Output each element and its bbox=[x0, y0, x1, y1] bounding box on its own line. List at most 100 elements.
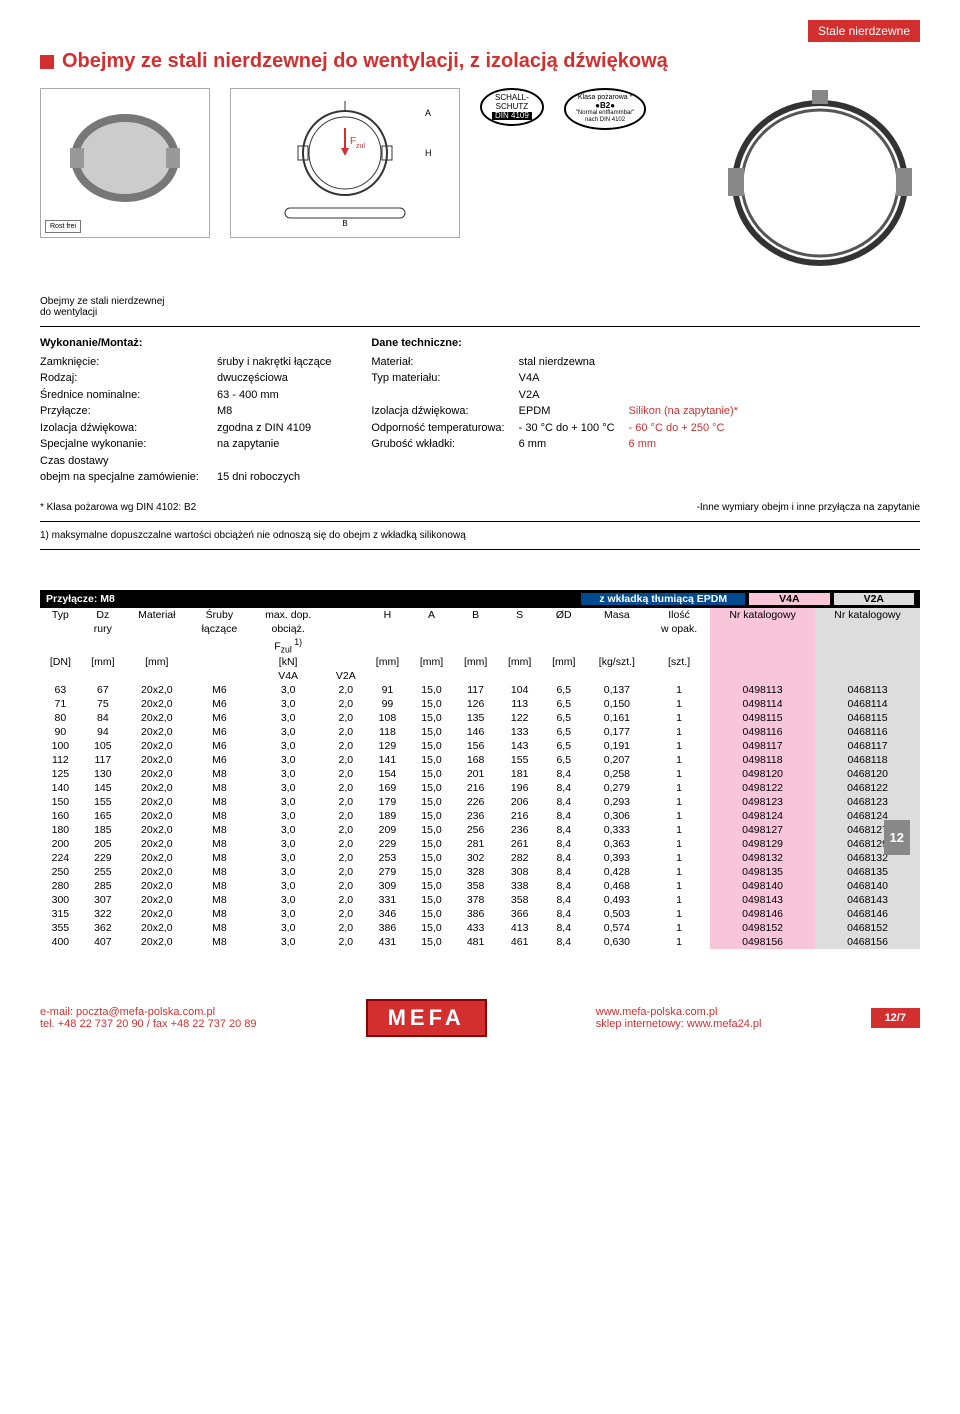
clamp-3d-icon bbox=[50, 98, 200, 228]
table-cell: 366 bbox=[498, 907, 542, 921]
table-cell: 229 bbox=[81, 851, 125, 865]
table-header: łączące bbox=[189, 622, 250, 636]
table-cell: 8,4 bbox=[542, 809, 586, 823]
table-header bbox=[409, 622, 453, 636]
table-header: [szt.] bbox=[648, 655, 710, 669]
table-cell: 135 bbox=[454, 711, 498, 725]
table-cell: 307 bbox=[81, 893, 125, 907]
table-cell: 20x2,0 bbox=[125, 739, 189, 753]
table-cell: 15,0 bbox=[409, 893, 453, 907]
table-cell: 2,0 bbox=[326, 711, 365, 725]
spec-label: Czas dostawy bbox=[40, 453, 199, 470]
page-number: 12/7 bbox=[871, 1008, 920, 1028]
table-header bbox=[365, 669, 409, 683]
table-cell: 0,428 bbox=[586, 865, 648, 879]
table-cell: 20x2,0 bbox=[125, 921, 189, 935]
table-cell: 0498116 bbox=[710, 725, 815, 739]
table-cell: 0,574 bbox=[586, 921, 648, 935]
spec-value: 15 dni roboczych bbox=[217, 469, 331, 486]
table-header bbox=[542, 622, 586, 636]
table-cell: 20x2,0 bbox=[125, 893, 189, 907]
table-cell: M6 bbox=[189, 725, 250, 739]
table-cell: 386 bbox=[365, 921, 409, 935]
table-cell: 3,0 bbox=[250, 725, 326, 739]
table-header bbox=[189, 669, 250, 683]
table-header: [mm] bbox=[454, 655, 498, 669]
table-cell: 6,5 bbox=[542, 711, 586, 725]
table-cell: 2,0 bbox=[326, 935, 365, 949]
spec-label: Specjalne wykonanie: bbox=[40, 436, 199, 453]
table-cell: 117 bbox=[454, 683, 498, 697]
table-cell: 0,279 bbox=[586, 781, 648, 795]
table-header bbox=[189, 636, 250, 656]
notes-row: * Klasa pożarowa wg DIN 4102: B2 -Inne w… bbox=[40, 496, 920, 513]
table-cell: 100 bbox=[40, 739, 81, 753]
table-cell: 143 bbox=[498, 739, 542, 753]
table-cell: 156 bbox=[454, 739, 498, 753]
image-caption: Obejmy ze stali nierdzewnej do wentylacj… bbox=[40, 296, 920, 318]
table-cell: 3,0 bbox=[250, 865, 326, 879]
table-cell: 20x2,0 bbox=[125, 711, 189, 725]
table-cell: 355 bbox=[40, 921, 81, 935]
table-cell: 0,333 bbox=[586, 823, 648, 837]
svg-text:B: B bbox=[342, 219, 347, 228]
table-cell: 0498143 bbox=[710, 893, 815, 907]
table-header bbox=[586, 669, 648, 683]
table-cell: 0468117 bbox=[815, 739, 920, 753]
table-cell: 2,0 bbox=[326, 823, 365, 837]
table-cell: 15,0 bbox=[409, 697, 453, 711]
spec-label: Materiał: bbox=[371, 354, 504, 371]
table-cell: 6,5 bbox=[542, 725, 586, 739]
table-row: 35536220x2,0M83,02,038615,04334138,40,57… bbox=[40, 921, 920, 935]
table-cell: 6,5 bbox=[542, 683, 586, 697]
table-header bbox=[125, 669, 189, 683]
table-cell: 309 bbox=[365, 879, 409, 893]
table-cell: 112 bbox=[40, 753, 81, 767]
footnote: 1) maksymalne dopuszczalne wartości obci… bbox=[40, 530, 920, 541]
table-cell: 15,0 bbox=[409, 921, 453, 935]
table-cell: 15,0 bbox=[409, 907, 453, 921]
table-cell: 0498124 bbox=[710, 809, 815, 823]
table-cell: 165 bbox=[81, 809, 125, 823]
table-cell: 1 bbox=[648, 935, 710, 949]
table-cell: 117 bbox=[81, 753, 125, 767]
table-cell: 338 bbox=[498, 879, 542, 893]
table-header: A bbox=[409, 608, 453, 622]
table-cell: 1 bbox=[648, 711, 710, 725]
table-cell: 3,0 bbox=[250, 879, 326, 893]
table-cell: 0468143 bbox=[815, 893, 920, 907]
table-cell: 3,0 bbox=[250, 823, 326, 837]
table-cell: 2,0 bbox=[326, 879, 365, 893]
table-cell: 145 bbox=[81, 781, 125, 795]
table-cell: 2,0 bbox=[326, 921, 365, 935]
table-cell: 0468140 bbox=[815, 879, 920, 893]
spec-value: - 30 °C do + 100 °C bbox=[519, 420, 615, 437]
table-cell: 15,0 bbox=[409, 837, 453, 851]
table-cell: 0,293 bbox=[586, 795, 648, 809]
table-cell: 0,468 bbox=[586, 879, 648, 893]
cert-badges: SCHALL- SCHUTZ DIN 4109 bbox=[480, 88, 544, 126]
table-cell: 0,150 bbox=[586, 697, 648, 711]
table-header bbox=[40, 636, 81, 656]
table-cell: 209 bbox=[365, 823, 409, 837]
table-cell: 67 bbox=[81, 683, 125, 697]
spec-label: Rodzaj: bbox=[40, 370, 199, 387]
table-cell: 279 bbox=[365, 865, 409, 879]
spec-value-alt: - 60 °C do + 250 °C bbox=[629, 420, 738, 437]
spec-value-alt: Silikon (na zapytanie)* bbox=[629, 403, 738, 420]
table-cell: 20x2,0 bbox=[125, 683, 189, 697]
table-header: [mm] bbox=[542, 655, 586, 669]
table-cell: 150 bbox=[40, 795, 81, 809]
table-header: [mm] bbox=[365, 655, 409, 669]
table-row: 22422920x2,0M83,02,025315,03022828,40,39… bbox=[40, 851, 920, 865]
table-cell: 2,0 bbox=[326, 781, 365, 795]
table-header bbox=[710, 655, 815, 669]
table-header bbox=[710, 636, 815, 656]
spec-value-alt bbox=[629, 354, 738, 371]
table-cell: 3,0 bbox=[250, 795, 326, 809]
table-cell: 8,4 bbox=[542, 823, 586, 837]
table-cell: 3,0 bbox=[250, 683, 326, 697]
spec-label: Typ materiału: bbox=[371, 370, 504, 387]
table-header bbox=[326, 655, 365, 669]
table-header: B bbox=[454, 608, 498, 622]
